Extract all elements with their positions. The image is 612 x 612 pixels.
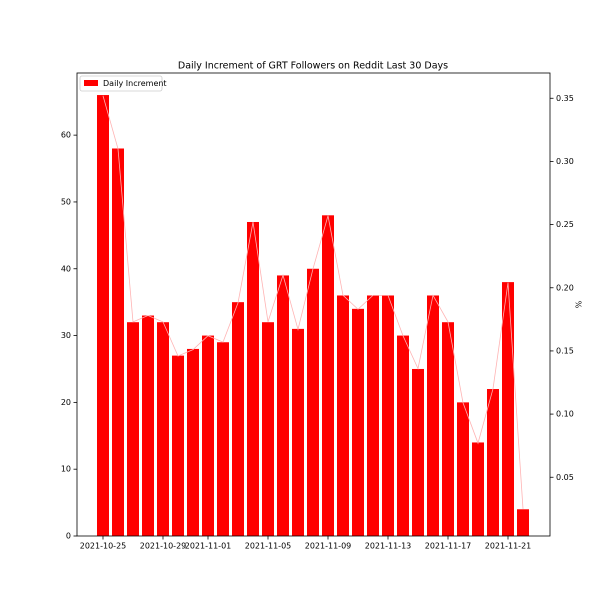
bar xyxy=(187,348,199,536)
bar xyxy=(127,322,139,536)
legend-box xyxy=(79,75,163,92)
bar xyxy=(232,302,244,536)
bar xyxy=(442,322,454,536)
y-tick-label: 30 xyxy=(61,331,71,340)
legend-label: Daily Increment xyxy=(103,79,167,88)
y2-tick-label: 0.20 xyxy=(556,283,574,292)
bar xyxy=(352,308,364,536)
y2-tick-label: 0.25 xyxy=(556,220,574,229)
y2-tick-label: 0.30 xyxy=(556,157,574,166)
y-tick-label: 10 xyxy=(61,465,71,474)
line xyxy=(102,95,524,509)
bar xyxy=(202,335,214,536)
bar xyxy=(337,295,349,536)
bar xyxy=(502,282,514,536)
x-tick-label: 2021-11-17 xyxy=(425,542,472,551)
y2-tick-label: 0.05 xyxy=(556,473,574,482)
bar xyxy=(427,295,439,536)
bar xyxy=(517,509,529,536)
y-tick-label: 20 xyxy=(61,398,71,407)
bar xyxy=(307,268,319,536)
bar xyxy=(262,322,274,536)
bar xyxy=(382,295,394,536)
bar xyxy=(412,368,424,536)
bar xyxy=(112,148,124,536)
legend-swatch xyxy=(84,80,98,86)
x-tick-label: 2021-10-25 xyxy=(80,542,127,551)
bar xyxy=(397,335,409,536)
bar xyxy=(157,322,169,536)
y-tick-label: 0 xyxy=(66,532,71,541)
bar xyxy=(472,442,484,536)
bar xyxy=(142,315,154,536)
y2-tick-label: 0.35 xyxy=(556,94,574,103)
bar xyxy=(457,402,469,536)
bar xyxy=(247,221,259,536)
y2-tick-label: 0.10 xyxy=(556,410,574,419)
y2-tick-label: 0.15 xyxy=(556,346,574,355)
x-tick-label: 2021-10-29 xyxy=(140,542,187,551)
plot-frame xyxy=(76,72,551,537)
x-tick-label: 2021-11-09 xyxy=(305,542,352,551)
y-tick-label: 60 xyxy=(61,131,71,140)
x-tick-label: 2021-11-01 xyxy=(185,542,232,551)
chart-title: Daily Increment of GRT Followers on Redd… xyxy=(178,61,448,72)
y-tick-label: 50 xyxy=(61,197,71,206)
bar xyxy=(367,295,379,536)
x-tick-label: 2021-11-13 xyxy=(365,542,412,551)
bar xyxy=(292,328,304,536)
bar xyxy=(217,342,229,536)
y2-axis-label: % xyxy=(574,301,583,309)
y-tick-label: 40 xyxy=(61,264,71,273)
bar xyxy=(172,355,184,536)
bar xyxy=(97,95,109,537)
x-tick-label: 2021-11-05 xyxy=(245,542,292,551)
bar xyxy=(277,275,289,536)
bar xyxy=(322,215,334,536)
x-tick-label: 2021-11-21 xyxy=(485,542,532,551)
bar xyxy=(487,389,499,536)
